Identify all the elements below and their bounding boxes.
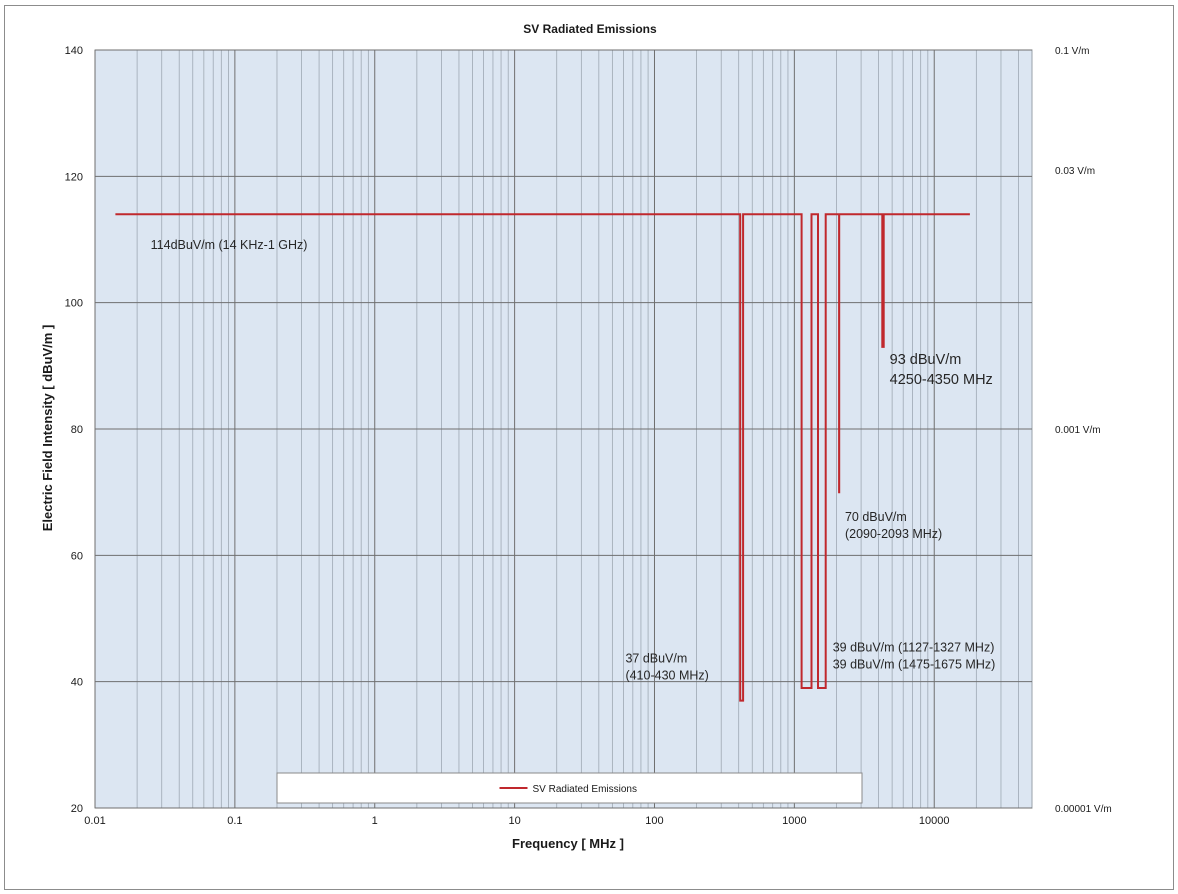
right-axis-label: 0.1 V/m — [1055, 46, 1089, 57]
x-tick-label: 0.1 — [227, 815, 242, 827]
legend-box — [276, 772, 863, 804]
right-axis-label: 0.03 V/m — [1055, 166, 1095, 177]
chart-title: SV Radiated Emissions — [523, 22, 657, 36]
right-axis-label: 0.001 V/m — [1055, 425, 1101, 436]
y-tick-label: 20 — [71, 803, 83, 815]
y-tick-label: 120 — [65, 171, 83, 183]
annotation-label: 114dBuV/m (14 KHz-1 GHz) — [151, 238, 308, 252]
annotation-label: 37 dBuV/m (410-430 MHz) — [625, 652, 708, 683]
y-tick-label: 80 — [71, 424, 83, 436]
y-tick-label: 100 — [65, 298, 83, 310]
y-tick-label: 140 — [65, 45, 83, 57]
annotation-label: 39 dBuV/m (1127-1327 MHz) 39 dBuV/m (1475… — [833, 640, 996, 671]
x-tick-label: 10000 — [919, 815, 950, 827]
legend-label: SV Radiated Emissions — [533, 784, 638, 795]
top-strip — [0, 0, 1178, 6]
x-tick-label: 1000 — [782, 815, 806, 827]
annotation-label: 93 dBuV/m 4250-4350 MHz — [890, 352, 993, 388]
x-tick-label: 100 — [645, 815, 663, 827]
series-line — [115, 213, 970, 702]
annotation-label: 70 dBuV/m (2090-2093 MHz) — [845, 510, 942, 541]
x-axis-label: Frequency [ MHz ] — [512, 836, 624, 851]
x-tick-label: 10 — [508, 815, 520, 827]
y-tick-label: 40 — [71, 677, 83, 689]
y-axis-label: Electric Field Intensity [ dBuV/m ] — [40, 325, 55, 532]
x-tick-label: 1 — [372, 815, 378, 827]
right-axis-label: 0.00001 V/m — [1055, 804, 1112, 815]
x-tick-label: 0.01 — [84, 815, 105, 827]
y-tick-label: 60 — [71, 550, 83, 562]
